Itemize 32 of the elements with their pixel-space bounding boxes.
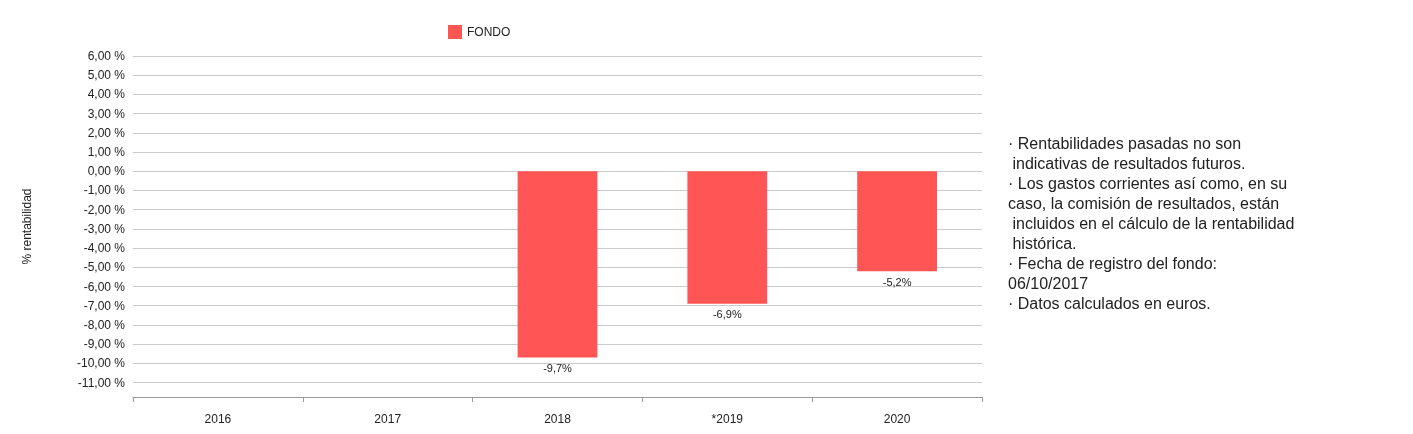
y-tick-label: 0,00 %: [87, 164, 126, 179]
y-tick-label: 2,00 %: [87, 125, 126, 140]
y-tick-label: -3,00 %: [83, 221, 126, 236]
text: · Datos calculados en euros.: [1008, 294, 1211, 312]
y-tick-label: -5,00 %: [83, 260, 126, 275]
y-tick-label: 6,00 %: [87, 49, 126, 63]
x-tick-label: 2016: [204, 412, 232, 426]
data-label: -5,2%: [882, 275, 912, 288]
y-tick-label: 5,00 %: [87, 68, 126, 83]
y-tick-label: -9,00 %: [83, 337, 126, 352]
text: · Fecha de registro del fondo: 06/10/2017: [1008, 254, 1218, 292]
y-tick-label: -4,00 %: [83, 241, 126, 256]
y-tick-label: -1,00 %: [83, 183, 126, 198]
y-tick-label: -10,00 %: [76, 356, 126, 371]
y-tick-label: -6,00 %: [83, 279, 126, 294]
y-tick-label: -7,00 %: [83, 298, 126, 313]
text: · Los gastos corrientes así como, en su caso, la comisión de resultados, están incluidos en el cálculo de la rentabilidad histórica.: [1008, 174, 1295, 252]
text: · Rentabilidades pasadas no son indicativas de resultados futuros.: [1008, 134, 1246, 172]
x-tick-label: 2020: [883, 412, 911, 426]
x-tick-label: *2019: [711, 412, 744, 426]
y-tick-label: -11,00 %: [77, 375, 126, 390]
x-tick-label: 2017: [374, 412, 402, 426]
x-tick-label: 2018: [544, 412, 572, 426]
y-tick-label: -2,00 %: [83, 202, 126, 217]
legend-label: FONDO: [467, 25, 511, 39]
data-label: -9,7%: [543, 362, 573, 375]
y-tick-label: -8,00 %: [83, 317, 126, 332]
y-axis-title: % rentabilidad: [20, 188, 34, 265]
data-label: -6,9%: [712, 308, 742, 321]
y-tick-label: 4,00 %: [87, 87, 126, 102]
y-tick-label: 1,00 %: [87, 145, 126, 160]
y-tick-label: 3,00 %: [87, 106, 126, 121]
